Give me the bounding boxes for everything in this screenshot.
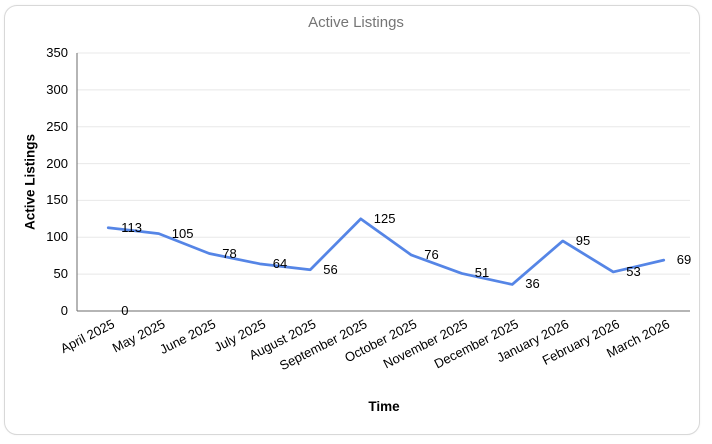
y-tick-label: 100 <box>46 229 68 245</box>
data-label: 113 <box>121 219 142 235</box>
data-label: 56 <box>323 261 338 277</box>
data-label: 69 <box>676 252 692 268</box>
y-tick-label: 200 <box>46 155 68 171</box>
y-tick-label: 350 <box>46 45 68 60</box>
y-tick-label: 0 <box>60 303 68 318</box>
series-line <box>106 217 666 286</box>
y-tick-label: 150 <box>46 192 68 208</box>
data-label: 95 <box>575 232 591 248</box>
chart-title: Active Listings <box>308 14 404 31</box>
data-label: 125 <box>373 210 396 226</box>
data-label: 64 <box>272 255 288 271</box>
data-label: 36 <box>525 276 540 292</box>
y-tick-label: 300 <box>46 81 68 97</box>
annotation-label: 0 <box>121 303 129 318</box>
y-tick-label: 250 <box>46 118 68 134</box>
data-label: 53 <box>626 263 641 279</box>
y-tick-label: 50 <box>53 266 68 282</box>
data-label: 76 <box>424 246 439 262</box>
x-axis-title: Time <box>368 399 400 414</box>
data-label: 78 <box>222 245 237 261</box>
chart-card <box>4 5 700 435</box>
data-label: 105 <box>171 225 194 241</box>
data-label: 51 <box>474 265 490 281</box>
